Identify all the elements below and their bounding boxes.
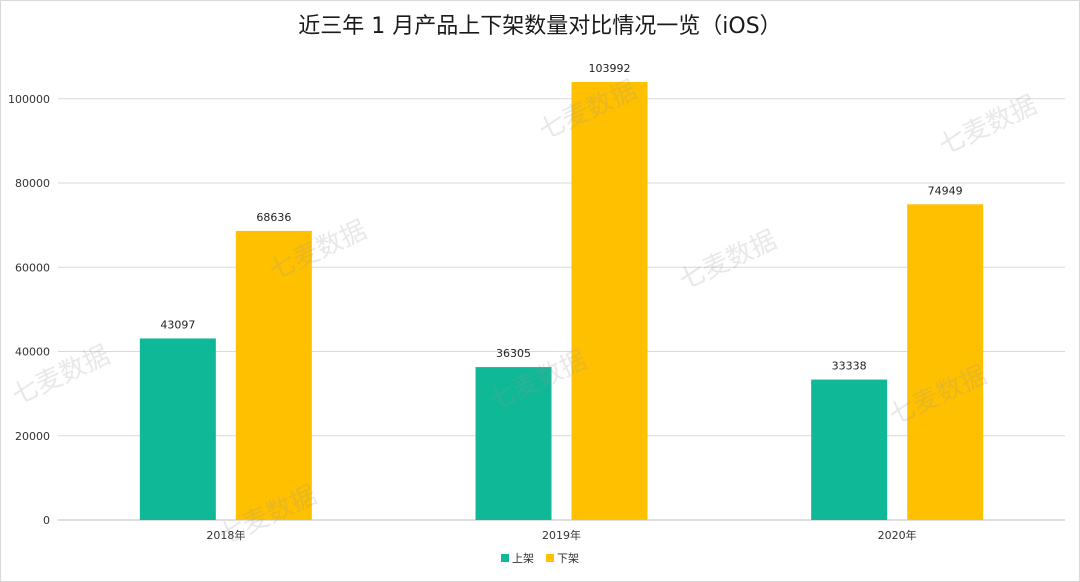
bar-delisted xyxy=(235,230,312,520)
y-tick-label: 20000 xyxy=(15,430,50,443)
x-tick-label: 2019年 xyxy=(542,528,581,542)
data-label: 74949 xyxy=(928,184,963,197)
y-tick-label: 100000 xyxy=(8,93,50,106)
data-label: 103992 xyxy=(589,62,631,75)
legend: 上架 下架 xyxy=(0,550,1080,566)
legend-swatch-listed xyxy=(501,554,509,562)
y-tick-label: 60000 xyxy=(15,261,50,274)
chart-title: 近三年 1 月产品上下架数量对比情况一览（iOS） xyxy=(298,14,782,39)
y-tick-label: 80000 xyxy=(15,177,50,190)
data-label: 43097 xyxy=(160,318,195,331)
x-tick-label: 2020年 xyxy=(878,528,917,542)
legend-swatch-delisted xyxy=(546,554,554,562)
y-tick-label: 0 xyxy=(43,514,50,527)
x-tick-label: 2018年 xyxy=(206,528,245,542)
bar-listed xyxy=(139,338,216,520)
y-tick-label: 40000 xyxy=(15,346,50,359)
legend-item-listed: 上架 xyxy=(501,550,534,566)
bar-delisted xyxy=(907,204,984,520)
legend-item-delisted: 下架 xyxy=(546,550,579,566)
legend-label-delisted: 下架 xyxy=(557,552,579,565)
bar-listed xyxy=(811,379,888,520)
bar-listed xyxy=(475,367,552,520)
legend-label-listed: 上架 xyxy=(512,552,534,565)
data-label: 68636 xyxy=(256,211,291,224)
data-label: 33338 xyxy=(832,360,867,373)
bar-delisted xyxy=(571,81,648,520)
data-label: 36305 xyxy=(496,347,531,360)
